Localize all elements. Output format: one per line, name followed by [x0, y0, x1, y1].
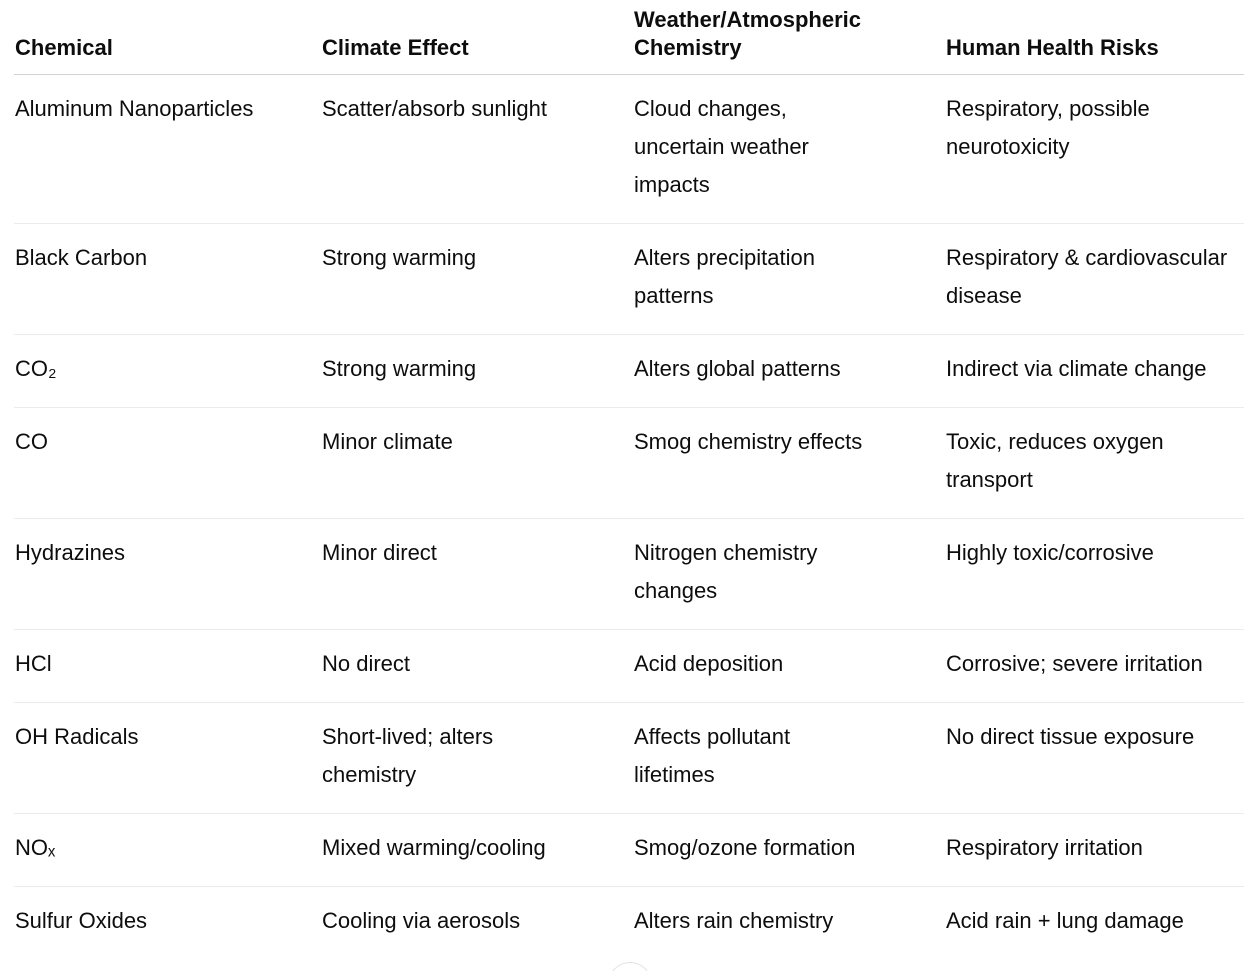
table-row-hydrazines: Hydrazines Minor direct Nitrogen chemist… [14, 518, 1244, 630]
cell-health-risks: Respiratory & cardiovascular disease [946, 245, 1228, 308]
table-row-sulfur-oxides: Sulfur Oxides Cooling via aerosols Alter… [14, 886, 1244, 960]
cell-climate-effect: Strong warming [322, 356, 477, 381]
cell-health-risks: Acid rain + lung damage [946, 908, 1184, 933]
scroll-to-bottom-button[interactable]: ⌄ [608, 962, 652, 971]
cell-chemical: Black Carbon [15, 245, 148, 270]
cell-chemical: Sulfur Oxides [15, 908, 148, 933]
cell-climate-effect: Minor direct [322, 540, 437, 565]
table-row-co: CO Minor climate Smog chemistry effects … [14, 407, 1244, 519]
cell-health-risks: Highly toxic/corrosive [946, 540, 1154, 565]
cell-climate-effect: Minor climate [322, 429, 453, 454]
cell-weather-chemistry: Alters global patterns [634, 356, 841, 381]
cell-chemical: HCl [15, 651, 52, 676]
cell-chemical: CO₂ [15, 356, 57, 381]
cell-weather-chemistry: Acid deposition [634, 651, 784, 676]
table-row-nox: NOₓ Mixed warming/cooling Smog/ozone for… [14, 813, 1244, 887]
cell-weather-chemistry: Smog/ozone formation [634, 835, 856, 860]
cell-health-risks: Respiratory, possible neurotoxicity [946, 96, 1150, 159]
cell-climate-effect: Short-lived; alters chemistry [322, 724, 494, 787]
cell-climate-effect: Cooling via aerosols [322, 908, 521, 933]
cell-weather-chemistry: Affects pollutant lifetimes [634, 724, 791, 787]
cell-chemical: OH Radicals [15, 724, 139, 749]
column-header-human-health-risks: Human Health Risks [946, 35, 1159, 60]
cell-health-risks: Indirect via climate change [946, 356, 1207, 381]
cell-health-risks: No direct tissue exposure [946, 724, 1195, 749]
cell-chemical: CO [15, 429, 48, 454]
cell-climate-effect: No direct [322, 651, 411, 676]
table-row-black-carbon: Black Carbon Strong warming Alters preci… [14, 223, 1244, 335]
cell-climate-effect: Scatter/absorb sunlight [322, 96, 548, 121]
table-row-aluminum-nanoparticles: Aluminum Nanoparticles Scatter/absorb su… [14, 75, 1244, 224]
table-header-row: Chemical Climate Effect Weather/Atmosphe… [14, 0, 1244, 75]
cell-climate-effect: Strong warming [322, 245, 477, 270]
cell-health-risks: Corrosive; severe irritation [946, 651, 1203, 676]
cell-weather-chemistry: Cloud changes, uncertain weather impacts [634, 96, 809, 197]
column-header-chemical: Chemical [15, 35, 113, 60]
cell-health-risks: Respiratory irritation [946, 835, 1143, 860]
column-header-weather-atmospheric-chemistry: Weather/Atmospheric Chemistry [634, 7, 861, 60]
cell-chemical: Hydrazines [15, 540, 126, 565]
table-row-hcl: HCl No direct Acid deposition Corrosive;… [14, 629, 1244, 703]
column-header-climate-effect: Climate Effect [322, 35, 469, 60]
cell-weather-chemistry: Smog chemistry effects [634, 429, 863, 454]
table-row-co2: CO₂ Strong warming Alters global pattern… [14, 334, 1244, 408]
cell-chemical: NOₓ [15, 835, 56, 860]
table-row-oh-radicals: OH Radicals Short-lived; alters chemistr… [14, 702, 1244, 814]
cell-weather-chemistry: Nitrogen chemistry changes [634, 540, 818, 603]
cell-weather-chemistry: Alters precipitation patterns [634, 245, 815, 308]
chemical-effects-table: Chemical Climate Effect Weather/Atmosphe… [14, 0, 1244, 959]
cell-chemical: Aluminum Nanoparticles [15, 96, 254, 121]
cell-climate-effect: Mixed warming/cooling [322, 835, 546, 860]
cell-health-risks: Toxic, reduces oxygen transport [946, 429, 1164, 492]
cell-weather-chemistry: Alters rain chemistry [634, 908, 834, 933]
